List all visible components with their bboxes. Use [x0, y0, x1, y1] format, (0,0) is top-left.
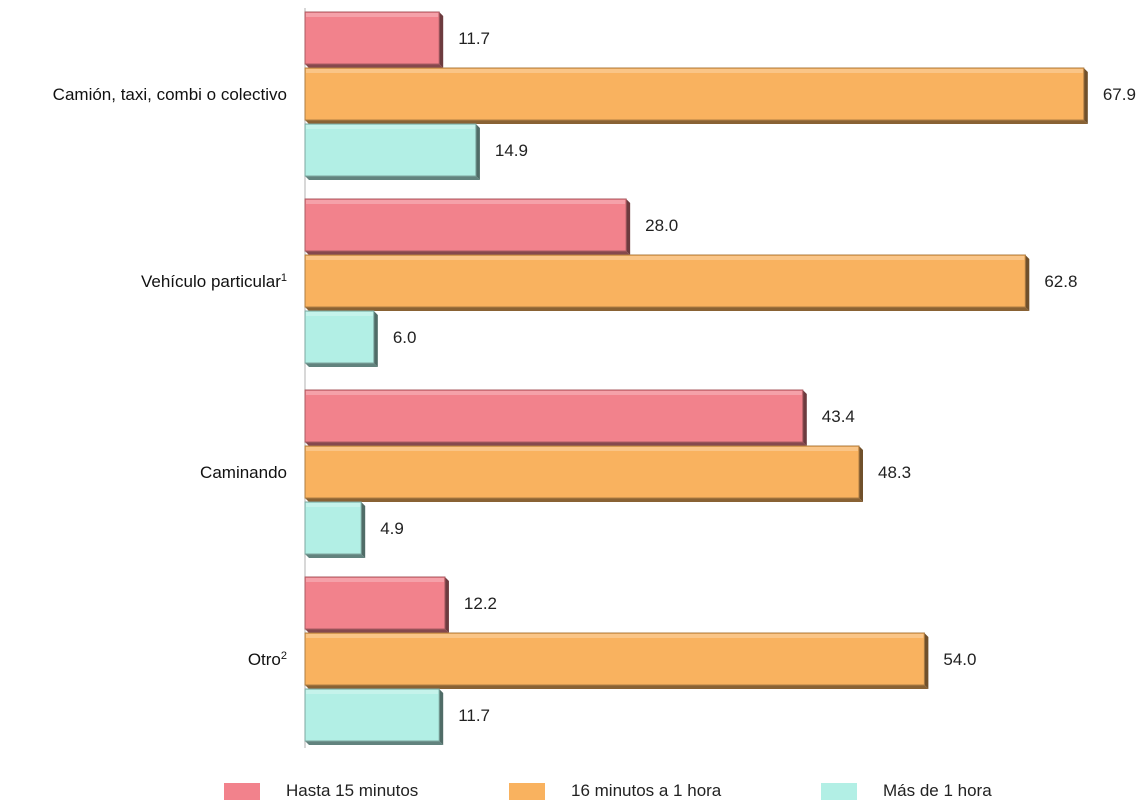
bar-side: [802, 390, 807, 446]
bar-caminando-16-minutos-a-1-hora: [304, 445, 864, 502]
legend-swatch-hasta-15: [224, 782, 260, 800]
bar-camion-taxi-combi-o-colectivo-hasta-15-minutos: [304, 11, 444, 68]
value-label-caminando-mas-de-1-hora: 4.9: [380, 519, 404, 538]
value-label-otro-mas-de-1-hora: 11.7: [458, 706, 490, 725]
bar-vehiculo-particular-mas-de-1-hora: [304, 310, 378, 367]
bar-face: [304, 632, 925, 686]
bar-highlight: [306, 578, 444, 582]
bar-highlight: [306, 447, 859, 451]
legend-label-mas-de-1-hora: Más de 1 hora: [883, 781, 992, 800]
bar-highlight: [306, 69, 1083, 73]
bar-bottom: [305, 498, 864, 502]
bar-face: [304, 688, 440, 742]
category-label-otro: Otro2: [248, 650, 287, 669]
bar-face: [304, 389, 804, 443]
bar-face: [304, 310, 375, 364]
bar-side: [1083, 68, 1088, 124]
bar-vehiculo-particular-16-minutos-a-1-hora: [304, 254, 1030, 311]
bar-bottom: [305, 554, 366, 558]
bar-side: [626, 199, 631, 255]
value-label-camion-taxi-combi-o-colectivo-mas-de-1-hora: 14.9: [495, 141, 528, 160]
bar-highlight: [306, 256, 1025, 260]
category-label-caminando: Caminando: [200, 463, 287, 482]
bar-bottom: [305, 176, 480, 180]
bar-side: [439, 689, 444, 745]
legend-item-hasta-15: Hasta 15 minutos: [224, 780, 418, 802]
bar-side: [859, 446, 864, 502]
legend-label-hasta-15: Hasta 15 minutos: [286, 781, 419, 800]
bar-face: [304, 254, 1026, 308]
bar-bottom: [305, 307, 1030, 311]
bar-highlight: [306, 634, 924, 638]
bar-bottom: [305, 629, 449, 633]
value-label-camion-taxi-combi-o-colectivo-hasta-15-minutos: 11.7: [458, 29, 490, 48]
value-label-vehiculo-particular-hasta-15-minutos: 28.0: [645, 216, 678, 235]
bar-side: [373, 311, 378, 367]
bar-camion-taxi-combi-o-colectivo-mas-de-1-hora: [304, 123, 480, 180]
value-label-vehiculo-particular-16-minutos-a-1-hora: 62.8: [1044, 272, 1077, 291]
bar-face: [304, 198, 627, 252]
bar-face: [304, 501, 362, 555]
bar-otro-mas-de-1-hora: [304, 688, 444, 745]
bar-camion-taxi-combi-o-colectivo-16-minutos-a-1-hora: [304, 67, 1088, 124]
category-label-vehiculo-particular: Vehículo particular1: [141, 272, 287, 291]
bar-face: [304, 576, 446, 630]
bar-bottom: [305, 363, 378, 367]
bar-highlight: [306, 13, 439, 17]
legend-item-mas-de-1-hora: Más de 1 hora: [821, 780, 992, 802]
bar-side: [475, 124, 480, 180]
legend-label-16-a-1-hora: 16 minutos a 1 hora: [571, 781, 722, 800]
bar-side: [924, 633, 929, 689]
value-label-camion-taxi-combi-o-colectivo-16-minutos-a-1-hora: 67.9: [1103, 85, 1136, 104]
bar-otro-hasta-15-minutos: [304, 576, 449, 633]
bar-otro-16-minutos-a-1-hora: [304, 632, 929, 689]
bar-side: [1025, 255, 1030, 311]
legend: Hasta 15 minutos 16 minutos a 1 hora Más…: [0, 780, 1142, 802]
bar-side: [361, 502, 366, 558]
bar-highlight: [306, 200, 626, 204]
bars-group: [304, 11, 1088, 745]
bar-highlight: [306, 312, 373, 316]
bar-bottom: [305, 685, 929, 689]
bar-vehiculo-particular-hasta-15-minutos: [304, 198, 631, 255]
bar-face: [304, 67, 1085, 121]
legend-swatch-16-a-1-hora: [509, 782, 545, 800]
bar-highlight: [306, 503, 361, 507]
value-label-vehiculo-particular-mas-de-1-hora: 6.0: [393, 328, 417, 347]
value-label-otro-16-minutos-a-1-hora: 54.0: [943, 650, 976, 669]
bar-highlight: [306, 125, 475, 129]
bar-bottom: [305, 64, 444, 68]
footnote-marker: 1: [281, 272, 287, 284]
bar-highlight: [306, 690, 439, 694]
footnote-marker: 2: [281, 650, 287, 662]
bar-caminando-mas-de-1-hora: [304, 501, 366, 558]
value-label-caminando-16-minutos-a-1-hora: 48.3: [878, 463, 911, 482]
bar-bottom: [305, 442, 807, 446]
bar-highlight: [306, 391, 802, 395]
bar-bottom: [305, 251, 631, 255]
bar-face: [304, 11, 440, 65]
bar-face: [304, 123, 477, 177]
bar-bottom: [305, 120, 1088, 124]
bar-bottom: [305, 741, 444, 745]
bar-side: [439, 12, 444, 68]
bar-face: [304, 445, 860, 499]
legend-item-16-a-1-hora: 16 minutos a 1 hora: [509, 780, 721, 802]
value-label-otro-hasta-15-minutos: 12.2: [464, 594, 497, 613]
legend-swatch-mas-de-1-hora: [821, 782, 857, 800]
bar-caminando-hasta-15-minutos: [304, 389, 807, 446]
bar-side: [444, 577, 449, 633]
value-label-caminando-hasta-15-minutos: 43.4: [822, 407, 855, 426]
category-label-camion-taxi-combi-o-colectivo: Camión, taxi, combi o colectivo: [53, 85, 287, 104]
